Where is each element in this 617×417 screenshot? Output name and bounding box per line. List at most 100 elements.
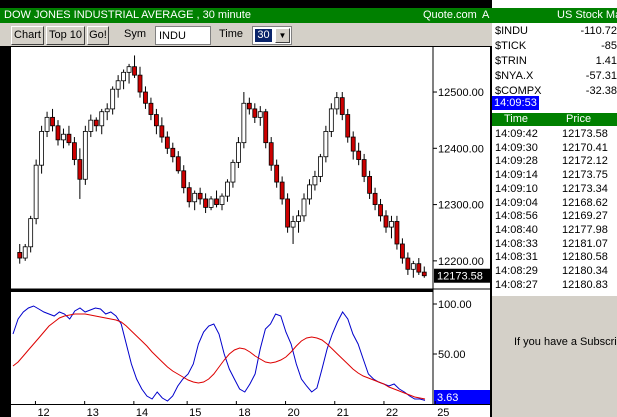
top10-button[interactable]: Top 10 [46,26,85,45]
candle-body [323,131,329,158]
quote-row[interactable]: $NYA.X -57.31 [492,70,617,83]
interval-select[interactable]: 30 ▼ [252,26,292,45]
time-label: Time [219,28,244,40]
candle-body [307,184,312,200]
chevron-down-icon[interactable]: ▼ [275,28,290,43]
trade-price: 12180.58 [562,251,608,264]
candle-body [33,164,39,220]
candle-body [28,218,34,248]
oscillator-panel [11,292,433,404]
candle-body [110,88,116,110]
candle-body [192,192,198,203]
candle-body [121,71,126,82]
candle-body [416,263,422,273]
trade-price: 12173.34 [562,182,608,195]
subscription-panel: If you have a Subscrip [492,296,617,417]
quote-row[interactable]: $COMPX -32.38 [492,85,617,98]
trade-row: 14:09:04 12168.62 [492,196,617,210]
trade-time: 14:08:40 [495,223,538,236]
trade-row: 14:09:14 12173.75 [492,168,617,182]
quotes-header-title: US Stock Ma [557,9,617,21]
candle-body [44,116,50,132]
candle-body [17,252,23,259]
trade-time: 14:09:30 [495,141,538,154]
price-tick-label: 12300.00 [438,200,484,212]
quote-row[interactable]: $TICK -85 [492,40,617,53]
candle-body [241,102,247,144]
time-column-header: Time [504,113,529,125]
candle-body [263,111,269,144]
x-tick-label: 15 [189,407,201,417]
candle-body [186,187,192,203]
chart-title: DOW JONES INDUSTRIAL AVERAGE , 30 minute [4,9,251,21]
candle-body [290,221,296,228]
candle-body [246,102,252,110]
title-letter: A [482,9,490,21]
candle-body [93,119,99,127]
candle-body [148,102,154,115]
quote-row[interactable]: $INDU -110.72 [492,25,617,38]
quote-row[interactable]: $TRIN 1.41 [492,55,617,68]
candle-body [55,125,61,141]
last-price-label: 12173.58 [437,271,483,283]
candle-body [383,215,389,228]
go-button[interactable]: Go! [87,26,109,45]
chart-button[interactable]: Chart [11,26,44,45]
candle-body [378,204,383,217]
candle-body [328,108,334,132]
price-panel [11,47,433,289]
trade-row: 14:08:31 12180.58 [492,250,617,264]
candle-body [372,192,378,205]
trade-row: 14:09:28 12172.12 [492,154,617,168]
price-tick-label: 12500.00 [438,87,484,99]
subscription-note: If you have a Subscrip [514,336,617,348]
trade-price: 12170.41 [562,141,608,154]
trade-row: 14:08:33 12181.07 [492,237,617,251]
quotes-panel: US Stock Ma $INDU -110.72 $TICK -85 $TRIN 1.4… [492,0,617,417]
candle-body [274,164,280,183]
candle-body [99,111,105,127]
candle-body [66,133,72,144]
trade-row: 14:08:40 12177.98 [492,223,617,237]
fast-oscillator-line [12,305,426,402]
candle-body [235,142,241,163]
candle-body [143,91,148,104]
candle-body [82,131,88,180]
candle-body [39,131,44,166]
candle-body [367,176,373,194]
price-column-header: Price [566,113,592,125]
price-tick-label: 12400.00 [438,143,484,155]
quote-symbol: $TICK [495,40,527,52]
last-price-box [434,268,490,283]
candle-body [350,136,356,152]
candle-body [225,181,230,197]
symbol-input[interactable] [155,26,211,45]
candle-body [268,142,274,166]
trade-price: 12177.98 [562,223,608,236]
price-chart: 12500.00 12400.00 12300.00 12200.00 12173.58… [11,47,490,417]
trade-row: 14:09:30 12170.41 [492,141,617,155]
x-tick-label: 25 [437,407,449,417]
osc-tick-label: 100.00 [438,299,472,311]
axis-panel [433,47,490,404]
candle-body [405,257,411,270]
chart-window: DOW JONES INDUSTRIAL AVERAGE , 30 minute… [0,8,492,417]
trade-time: 14:09:42 [495,128,538,140]
data-source-label: Quote.com [423,9,477,21]
trade-price: 12173.58 [562,128,608,140]
candle-body [170,147,176,158]
quote-symbol: $NYA.X [495,70,534,82]
candle-body [132,66,137,76]
quote-change: 1.41 [595,55,617,67]
quotes-header: US Stock Ma [492,8,617,23]
quote-change: -110.72 [580,25,617,37]
candle-body [279,181,285,200]
trade-row: 14:09:10 12173.34 [492,182,617,196]
trade-time: 14:08:31 [495,251,538,264]
trade-time: 14:09:14 [495,169,538,182]
candle-body [296,215,301,222]
candle-body [203,198,209,208]
trade-price: 12173.75 [562,169,608,182]
quote-change: -57.31 [585,70,617,82]
candle-body [421,271,427,277]
